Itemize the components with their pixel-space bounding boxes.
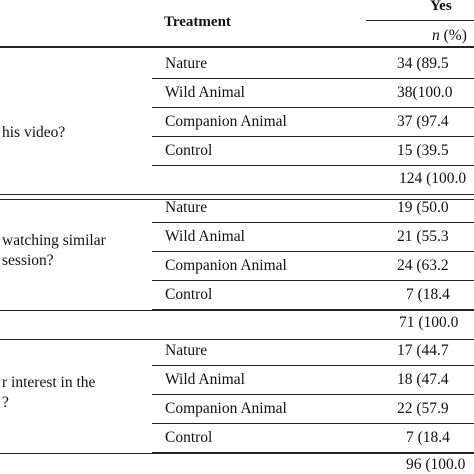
row-divider bbox=[152, 365, 474, 366]
section-rule bbox=[0, 339, 474, 340]
row-divider bbox=[152, 136, 474, 137]
row-divider bbox=[152, 165, 474, 166]
treatment-cell: Companion Animal bbox=[165, 257, 287, 274]
treatment-cell: Nature bbox=[165, 342, 208, 359]
row-divider bbox=[152, 394, 474, 395]
treatment-header: Treatment bbox=[164, 14, 231, 30]
yes-value-cell: 7 (18.4 bbox=[406, 286, 450, 303]
yes-value-cell: 37 (97.4 bbox=[397, 113, 449, 130]
row-divider bbox=[152, 222, 474, 223]
section-rule bbox=[0, 194, 474, 195]
yes-value-cell: 22 (57.9 bbox=[397, 400, 449, 417]
yes-value-cell: 19 (50.0 bbox=[397, 199, 449, 216]
yes-value-cell: 24 (63.2 bbox=[397, 257, 449, 274]
section-rule bbox=[0, 453, 474, 454]
n-percent-header: n (%) bbox=[432, 27, 467, 45]
row-divider bbox=[152, 280, 474, 281]
question-text: watching similar bbox=[2, 232, 106, 249]
treatment-cell: Wild Animal bbox=[165, 84, 245, 101]
row-divider bbox=[152, 423, 474, 424]
n-symbol: n bbox=[432, 27, 440, 44]
treatment-cell: Control bbox=[165, 429, 213, 446]
row-divider bbox=[152, 309, 474, 310]
yes-header: Yes bbox=[430, 0, 452, 14]
yes-value-cell: 34 (89.5 bbox=[397, 55, 449, 72]
section-rule bbox=[0, 199, 474, 200]
yes-underline bbox=[366, 20, 474, 21]
yes-value-cell: 7 (18.4 bbox=[406, 429, 450, 446]
question-text: his video? bbox=[2, 124, 66, 141]
question-text: r interest in the bbox=[2, 374, 96, 391]
question-text: ? bbox=[2, 394, 9, 411]
yes-value-cell: 17 (44.7 bbox=[397, 342, 449, 359]
question-text: session? bbox=[2, 252, 54, 269]
treatment-cell: Wild Animal bbox=[165, 371, 245, 388]
total-value-cell: 124 (100.0 bbox=[399, 170, 467, 187]
treatment-cell: Companion Animal bbox=[165, 400, 287, 417]
yes-value-cell: 21 (55.3 bbox=[397, 228, 449, 245]
treatment-cell: Nature bbox=[165, 199, 208, 216]
header-bottom-rule bbox=[0, 46, 474, 48]
section-rule bbox=[0, 310, 474, 311]
row-divider bbox=[152, 251, 474, 252]
treatment-cell: Companion Animal bbox=[165, 113, 287, 130]
treatment-cell: Wild Animal bbox=[165, 228, 245, 245]
row-divider bbox=[152, 78, 474, 79]
yes-value-cell: 15 (39.5 bbox=[397, 142, 449, 159]
yes-value-cell: 18 (47.4 bbox=[397, 371, 449, 388]
percent-symbol: (%) bbox=[439, 27, 467, 44]
total-value-cell: 96 (100.0 bbox=[406, 456, 466, 473]
total-value-cell: 71 (100.0 bbox=[399, 314, 459, 331]
yes-value-cell: 38(100.0 bbox=[397, 84, 453, 101]
row-divider bbox=[152, 107, 474, 108]
treatment-cell: Nature bbox=[165, 55, 208, 72]
treatment-cell: Control bbox=[165, 142, 213, 159]
treatment-cell: Control bbox=[165, 286, 213, 303]
row-divider bbox=[152, 452, 474, 453]
